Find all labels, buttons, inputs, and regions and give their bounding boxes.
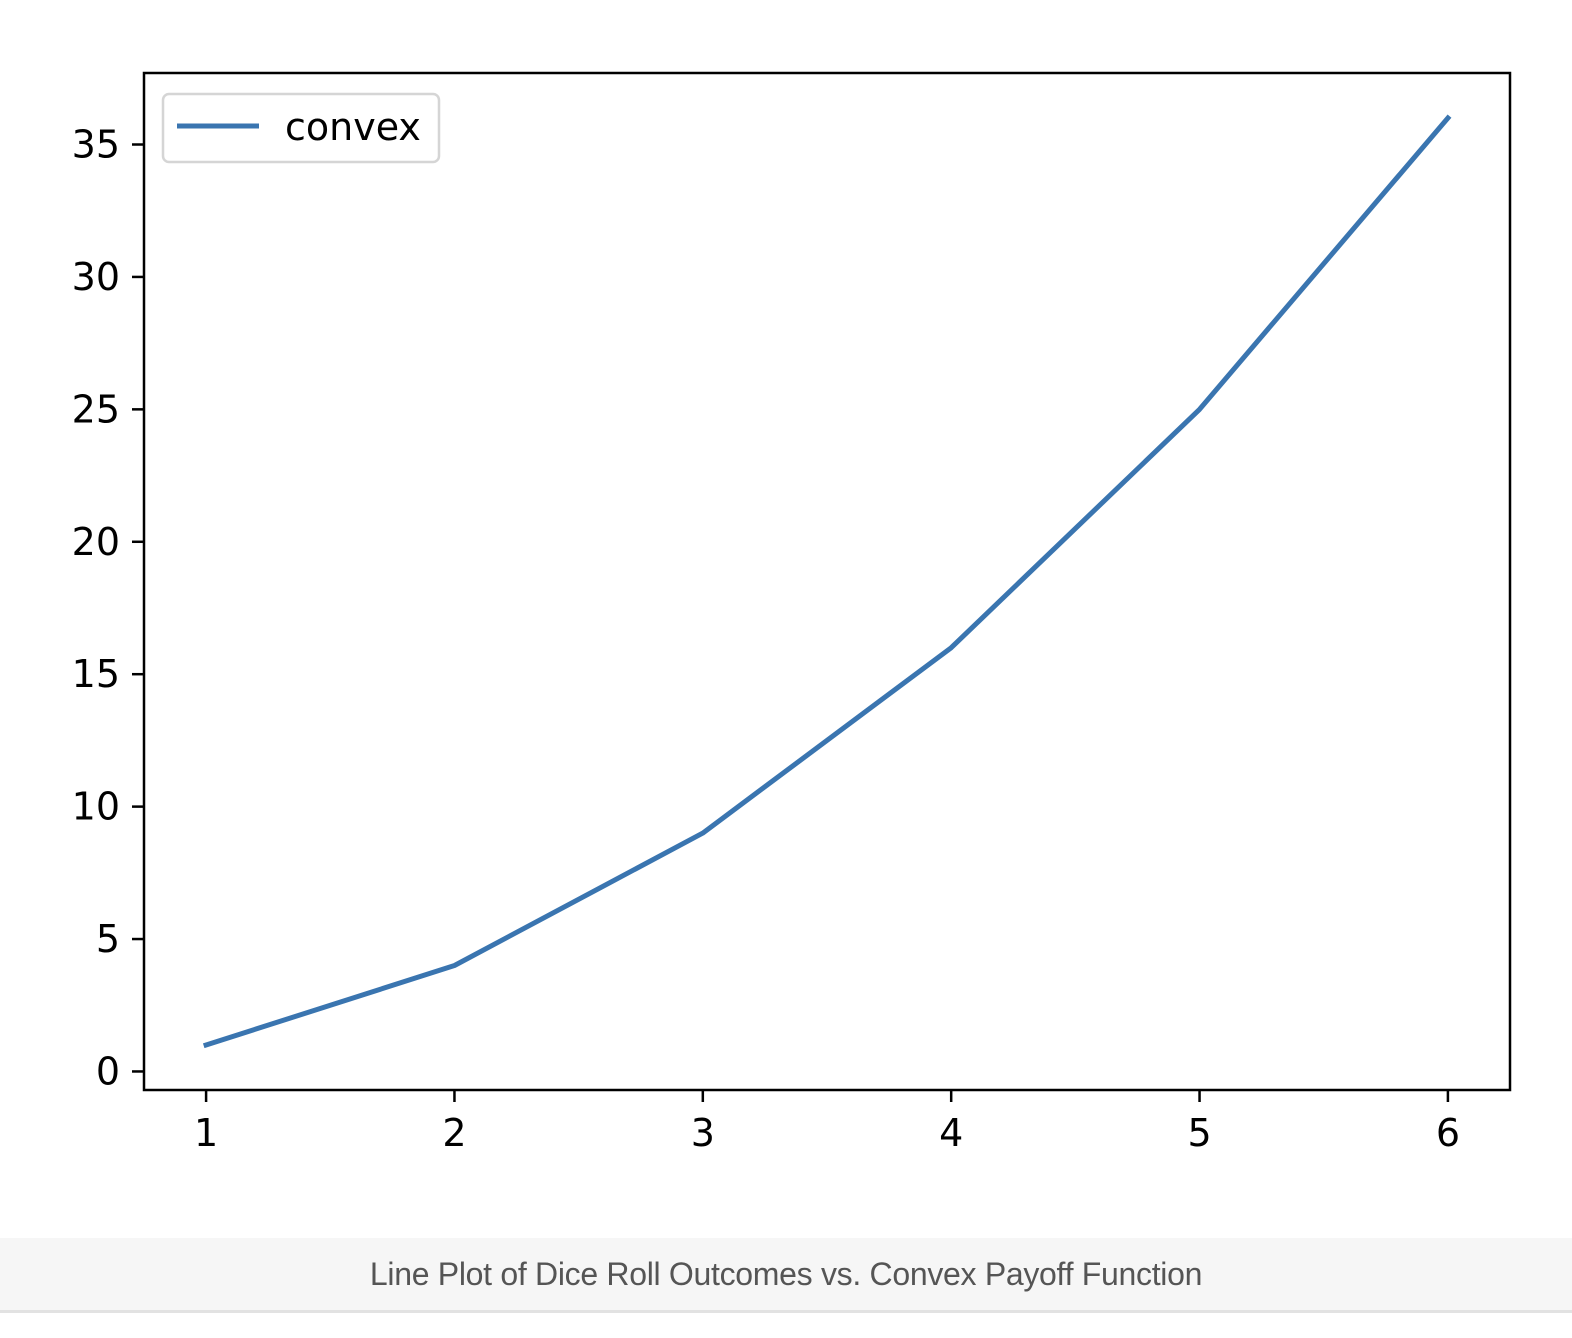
figure-caption: Line Plot of Dice Roll Outcomes vs. Conv…: [369, 1255, 1203, 1292]
plot-area: [142, 71, 1512, 1092]
legend: convex: [161, 92, 441, 164]
y-tick-label: 0: [96, 1049, 120, 1093]
x-tick-label: 1: [194, 1111, 218, 1155]
y-tick-label: 5: [96, 917, 120, 961]
legend-box: [161, 92, 441, 164]
y-tick-label: 20: [72, 520, 120, 564]
x-axis: 1 2 3 4 5 6: [194, 1090, 1460, 1155]
x-tick-label: 6: [1436, 1111, 1460, 1155]
x-tick-label: 2: [442, 1111, 466, 1155]
y-tick-label: 25: [72, 387, 120, 431]
y-tick-label: 35: [72, 123, 120, 167]
y-tick-label: 15: [72, 652, 120, 696]
series-line-convex: [202, 114, 1452, 1049]
series-layer: [202, 114, 1452, 1049]
y-tick-label: 30: [72, 255, 120, 299]
legend-label: convex: [285, 105, 421, 149]
x-tick-label: 4: [939, 1111, 963, 1155]
x-tick-label: 5: [1187, 1111, 1211, 1155]
y-axis: 0 5 10 15 20 25 30 35: [72, 123, 144, 1093]
plot-frame: [142, 71, 1512, 1092]
x-tick-label: 3: [691, 1111, 715, 1155]
chart: 1 2 3 4 5 6 0 5 10 15 20 25 30 35 convex: [72, 71, 1512, 1155]
caption-bar: Line Plot of Dice Roll Outcomes vs. Conv…: [0, 1238, 1572, 1313]
y-tick-label: 10: [72, 785, 120, 829]
